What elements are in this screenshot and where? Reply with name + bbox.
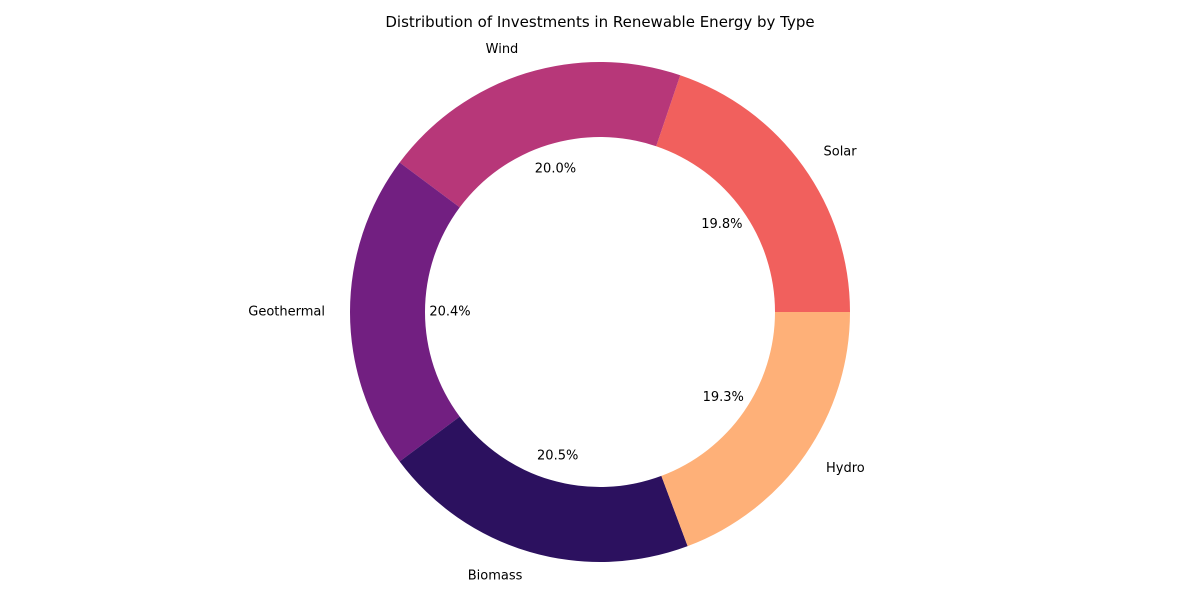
slice-hydro [661, 312, 850, 547]
slice-geothermal [349, 162, 460, 462]
slice-percent-biomass: 20.5% [537, 448, 578, 463]
slice-label-hydro: Hydro [826, 461, 865, 476]
slice-percent-hydro: 19.3% [703, 390, 744, 405]
slice-percent-geothermal: 20.4% [429, 305, 470, 320]
slice-biomass [399, 416, 688, 563]
chart-title: Distribution of Investments in Renewable… [385, 13, 815, 31]
slice-label-geothermal: Geothermal [248, 305, 325, 320]
labels: Solar 19.8% Wind 20.0% Geothermal 20.4% Biomas… [248, 42, 864, 583]
slice-label-biomass: Biomass [468, 568, 523, 583]
slices [349, 62, 850, 563]
slice-label-solar: Solar [823, 144, 857, 159]
slice-percent-solar: 19.8% [701, 217, 742, 232]
slice-wind [399, 62, 681, 208]
slice-solar [656, 75, 850, 312]
slice-label-wind: Wind [486, 42, 519, 57]
slice-percent-wind: 20.0% [535, 161, 576, 176]
